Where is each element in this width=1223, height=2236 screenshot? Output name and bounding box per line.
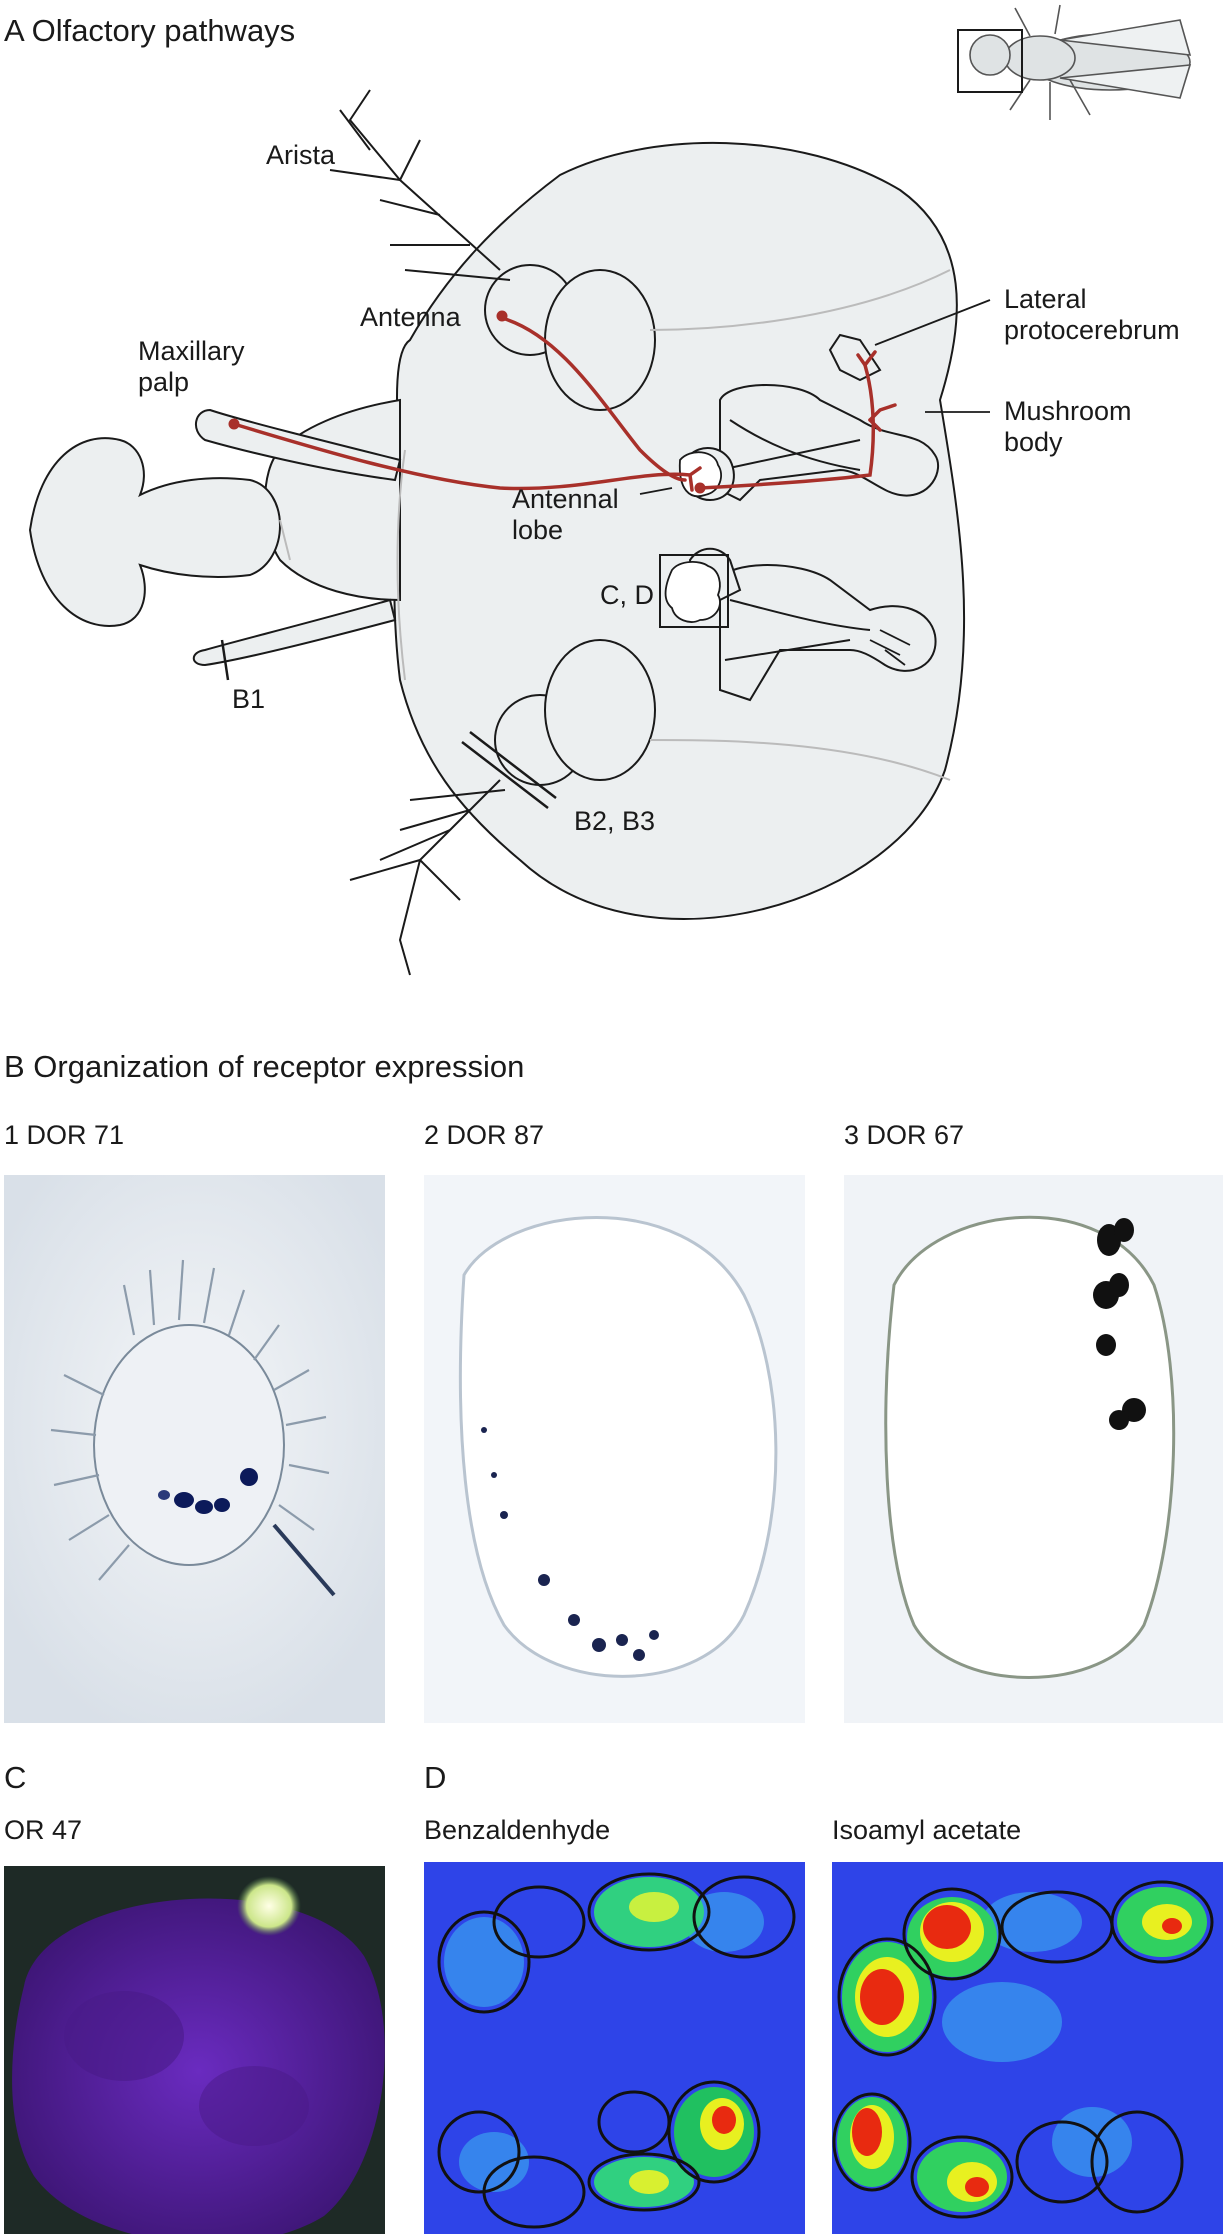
panel-b-heading: B Organization of receptor expression — [4, 1049, 525, 1084]
or47-fluorescence-image — [4, 1866, 385, 2234]
projection-pathway — [698, 363, 875, 490]
panel-b1-label: 1 DOR 71 — [4, 1120, 125, 1150]
label-antenna: Antenna — [360, 302, 461, 332]
label-mushroom-body: Mushroom body — [1004, 396, 1132, 458]
panel-b3-label: 3 DOR 67 — [844, 1120, 965, 1150]
panel-c-letter: C — [4, 1760, 27, 1795]
label-b2b3: B2, B3 — [574, 806, 656, 836]
label-b1: B1 — [232, 684, 266, 714]
panel-d1-label: Benzaldenhyde — [424, 1815, 611, 1845]
brain-diagram — [28, 89, 991, 976]
label-maxillary-palp: Maxillary palp — [138, 336, 245, 398]
label-antennal-lobe: Antennal lobe — [512, 484, 619, 546]
panel-d2-label: Isoamyl acetate — [832, 1815, 1022, 1845]
dor71-micrograph — [4, 1175, 385, 1723]
label-cd: C, D — [600, 580, 654, 610]
palp-pathway — [232, 422, 692, 491]
head-capsule — [393, 141, 966, 920]
label-lateral-protocerebrum: Lateral protocerebrum — [1004, 284, 1180, 346]
label-arista: Arista — [266, 140, 336, 170]
isoamyl-acetate-response-map — [832, 1862, 1223, 2234]
benzaldehyde-response-map — [424, 1862, 805, 2234]
panel-a-heading: A Olfactory pathways — [4, 13, 296, 48]
panel-c-label: OR 47 — [4, 1815, 83, 1845]
panel-d-letter: D — [424, 1760, 447, 1795]
fly-inset-icon — [957, 4, 1192, 120]
dor87-micrograph — [424, 1175, 805, 1723]
panel-b2-label: 2 DOR 87 — [424, 1120, 545, 1150]
dor67-micrograph — [844, 1175, 1223, 1723]
cd-box — [659, 554, 729, 628]
